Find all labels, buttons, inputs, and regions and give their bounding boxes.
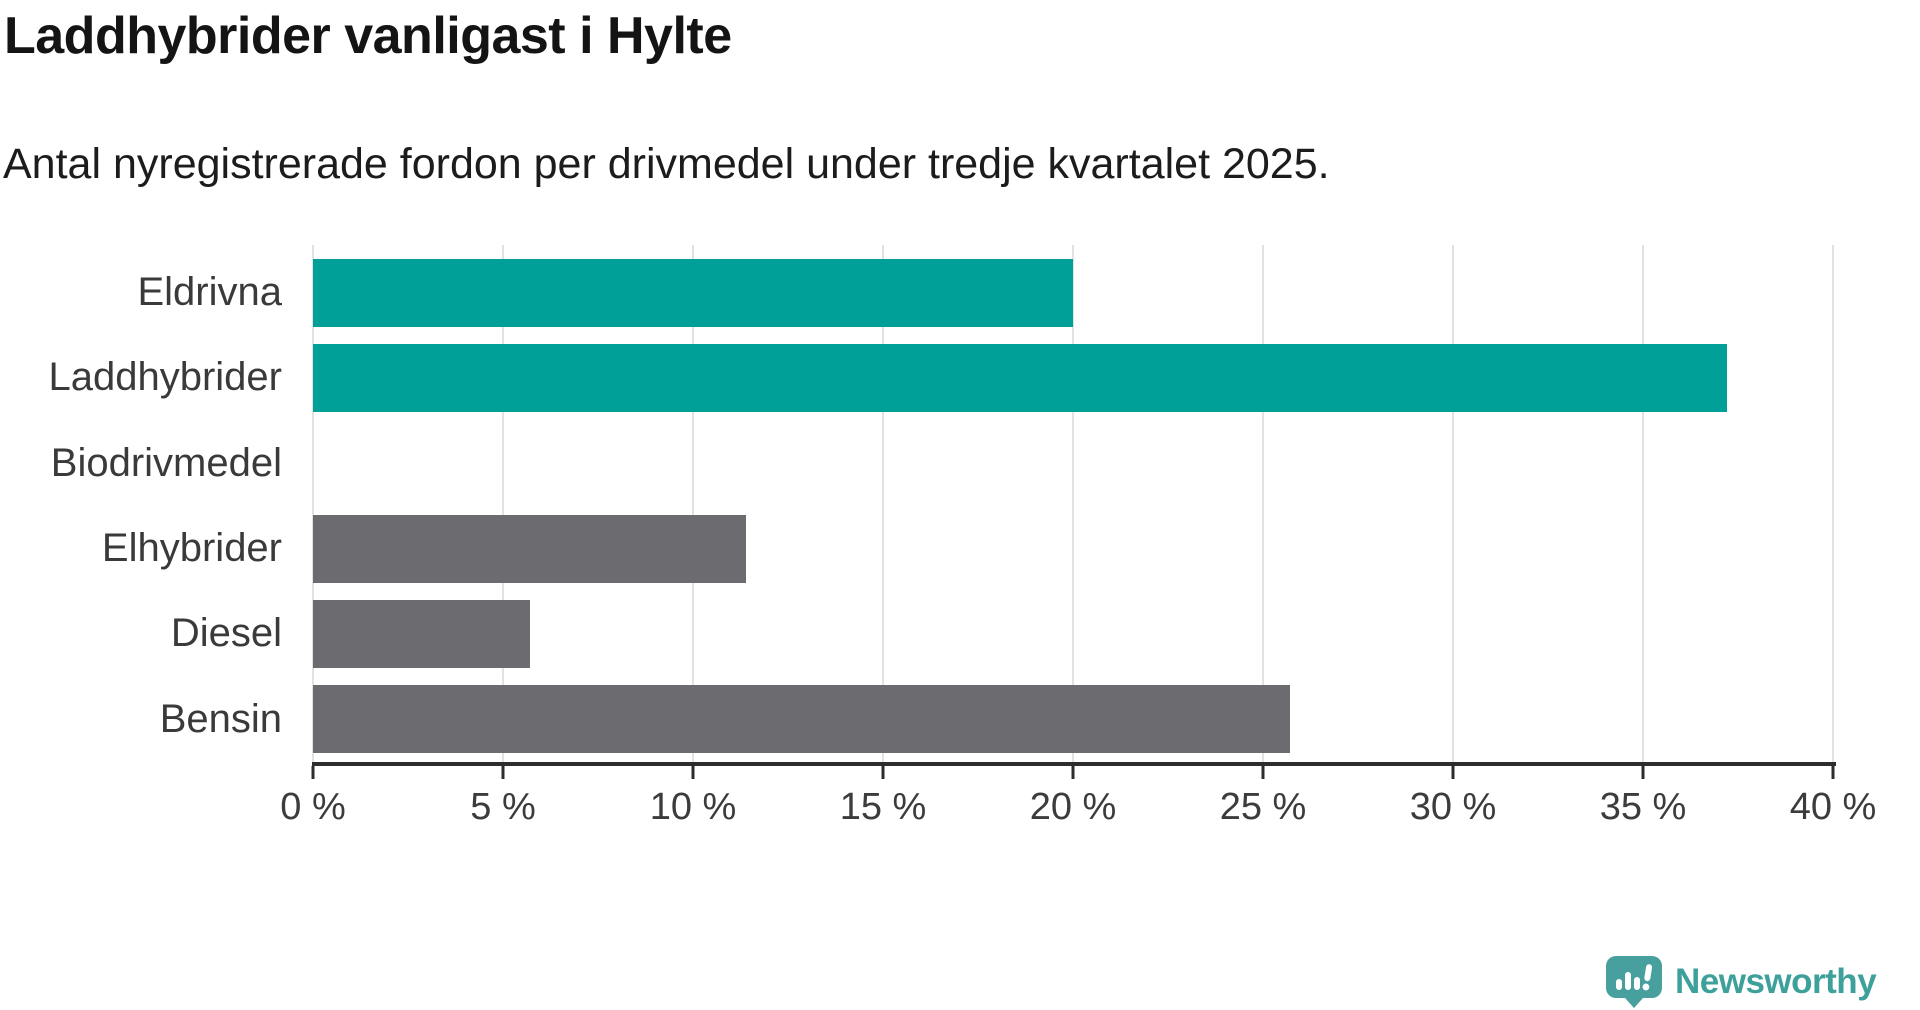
gridline <box>1452 245 1454 762</box>
bar-row: Eldrivna <box>0 250 1920 335</box>
bar <box>313 343 1727 412</box>
x-tick <box>881 766 885 779</box>
newsworthy-logo: Newsworthy <box>1606 956 1877 1008</box>
gridline <box>1832 245 1834 762</box>
x-tick <box>1641 766 1645 779</box>
x-tick-label: 5 % <box>470 786 536 828</box>
bar-row: Diesel <box>0 591 1920 676</box>
x-tick-label: 0 % <box>280 786 346 828</box>
x-tick <box>691 766 695 779</box>
gridline <box>502 245 504 762</box>
bar-track <box>313 599 1833 668</box>
x-axis-line <box>312 762 1836 766</box>
x-tick-label: 40 % <box>1789 786 1877 828</box>
x-tick <box>1831 766 1835 779</box>
x-tick-label: 20 % <box>1029 786 1117 828</box>
gridline <box>882 245 884 762</box>
x-tick-label: 35 % <box>1599 786 1687 828</box>
x-tick-label: 10 % <box>649 786 737 828</box>
gridline <box>1072 245 1074 762</box>
gridline <box>692 245 694 762</box>
newsworthy-wordmark: Newsworthy <box>1675 962 1877 1001</box>
category-label: Laddhybrider <box>48 355 283 400</box>
x-tick <box>501 766 505 779</box>
x-tick <box>1261 766 1265 779</box>
x-tick-label: 15 % <box>839 786 927 828</box>
bar-row: Elhybrider <box>0 506 1920 591</box>
category-label: Bensin <box>159 696 282 741</box>
bar <box>313 258 1073 327</box>
bar-row: Laddhybrider <box>0 335 1920 420</box>
bar-track <box>313 429 1833 497</box>
category-label: Diesel <box>170 611 282 656</box>
bar-track <box>313 258 1833 327</box>
x-tick <box>1071 766 1075 779</box>
bar-row: Biodrivmedel <box>0 421 1920 506</box>
chart-title: Laddhybrider vanligast i Hylte <box>4 7 732 65</box>
chart-subtitle: Antal nyregistrerade fordon per drivmede… <box>3 140 1330 188</box>
gridline <box>1262 245 1264 762</box>
bar-track <box>313 343 1833 412</box>
gridline <box>1642 245 1644 762</box>
bar-row: Bensin <box>0 677 1920 762</box>
category-label: Eldrivna <box>137 270 282 315</box>
gridlines <box>312 245 1834 762</box>
gridline <box>312 245 314 762</box>
bar <box>313 599 530 668</box>
x-tick-label: 25 % <box>1219 786 1307 828</box>
bar-track <box>313 514 1833 583</box>
bar-chart: Eldrivna Laddhybrider Biodrivmedel Elhybrid… <box>0 245 1920 828</box>
speech-bubble-bar-chart-icon <box>1606 956 1662 1008</box>
x-tick-label: 30 % <box>1409 786 1497 828</box>
bar <box>313 685 1290 754</box>
bar-track <box>313 685 1833 754</box>
x-tick <box>1451 766 1455 779</box>
bar-rows: Eldrivna Laddhybrider Biodrivmedel Elhybrid… <box>0 250 1920 762</box>
category-label: Elhybrider <box>101 526 282 571</box>
x-tick <box>311 766 315 779</box>
category-label: Biodrivmedel <box>50 440 282 485</box>
bar <box>313 514 747 583</box>
